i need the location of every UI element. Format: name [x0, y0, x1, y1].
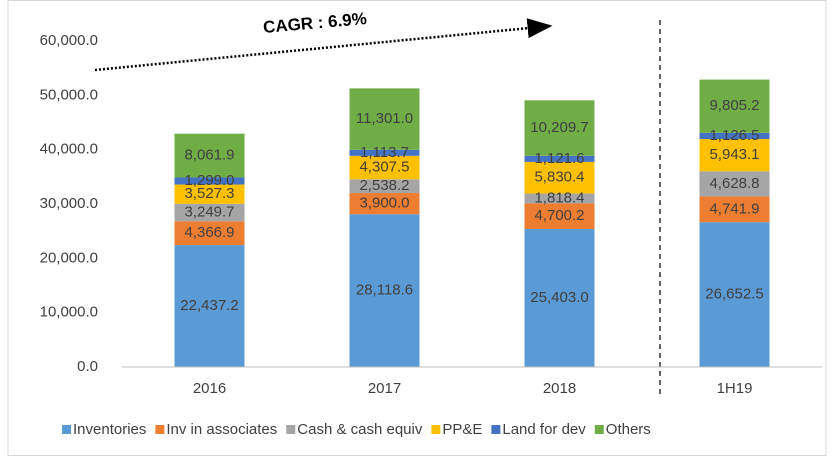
value-label: 5,830.4 — [534, 169, 584, 186]
value-label: 22,437.2 — [180, 297, 238, 314]
value-label: 1,121.6 — [534, 150, 584, 167]
value-label: 1,126.5 — [709, 127, 759, 144]
bar-segment — [349, 179, 420, 194]
value-label: 1,818.4 — [534, 189, 584, 206]
bar-segment — [699, 196, 770, 223]
bar-segment — [349, 214, 420, 367]
y-tick-label: 30,000.0 — [40, 195, 98, 212]
legend-marker — [594, 425, 604, 434]
value-label: 25,403.0 — [530, 289, 588, 306]
bar-segment — [699, 138, 770, 172]
bar-segment — [524, 228, 595, 367]
bar-segment — [174, 203, 245, 222]
bar-segment — [174, 245, 245, 367]
y-tick-label: 40,000.0 — [40, 141, 98, 158]
value-label: 3,249.7 — [184, 204, 234, 221]
bar-segment — [349, 88, 420, 150]
bar-segment — [699, 171, 770, 197]
bar-segment — [174, 177, 245, 185]
bar-segment — [349, 193, 420, 215]
value-label: 26,652.5 — [705, 286, 763, 303]
value-label: 3,900.0 — [359, 195, 409, 212]
legend-label: Inv in associates — [166, 421, 277, 438]
legend-label: Others — [606, 421, 651, 438]
bar-segment — [699, 132, 770, 139]
bar-segment — [524, 100, 595, 156]
y-tick-label: 20,000.0 — [40, 249, 98, 266]
value-label: 1,113.7 — [360, 144, 409, 161]
value-label: 5,943.1 — [709, 146, 759, 163]
bar-segment — [174, 221, 245, 246]
value-label: 3,527.3 — [184, 185, 234, 202]
bar-segment — [524, 161, 595, 194]
y-tick-label: 10,000.0 — [40, 304, 98, 321]
y-tick-label: 50,000.0 — [40, 86, 98, 103]
value-label: 4,700.2 — [534, 207, 584, 224]
value-label: 9,805.2 — [709, 97, 759, 114]
bar-segment — [174, 133, 245, 178]
legend-label: PP&E — [442, 421, 482, 438]
x-tick-label: 1H19 — [717, 380, 753, 397]
legend-marker — [431, 425, 441, 434]
x-tick-label: 2017 — [368, 380, 401, 397]
y-tick-label: 60,000.0 — [40, 32, 98, 49]
x-tick-label: 2016 — [193, 380, 226, 397]
bar-segment — [349, 155, 420, 180]
y-tick-label: 0.0 — [77, 358, 98, 375]
value-label: 1,299.0 — [184, 172, 234, 189]
value-label: 8,061.9 — [184, 147, 234, 164]
value-label: 4,741.9 — [709, 200, 759, 217]
annotation: CAGR : 6.9% — [262, 9, 367, 37]
value-label: 4,366.9 — [184, 224, 234, 241]
value-label: 2,538.2 — [359, 177, 409, 194]
x-tick-label: 2018 — [543, 380, 576, 397]
value-label: 4,307.5 — [359, 159, 409, 176]
bar-segment — [524, 155, 595, 162]
value-label: 10,209.7 — [530, 119, 588, 136]
legend-label: Land for dev — [502, 421, 586, 438]
legend-marker — [491, 425, 501, 434]
value-label: 11,301.0 — [356, 110, 413, 127]
bar-segment — [524, 193, 595, 204]
legend-label: Inventories — [73, 421, 146, 438]
legend-marker — [155, 425, 165, 434]
cagr-arrow — [94, 18, 553, 72]
bar-segment — [174, 184, 245, 204]
legend-marker — [286, 425, 296, 434]
bar-segment — [524, 203, 595, 229]
bar-segment — [699, 222, 770, 367]
legend-label: Cash & cash equiv — [297, 421, 423, 438]
value-label: 4,628.8 — [709, 175, 759, 192]
bar-segment — [349, 149, 420, 156]
value-label: 28,118.6 — [356, 282, 413, 299]
legend-marker — [62, 425, 71, 434]
bar-segment — [699, 79, 770, 133]
